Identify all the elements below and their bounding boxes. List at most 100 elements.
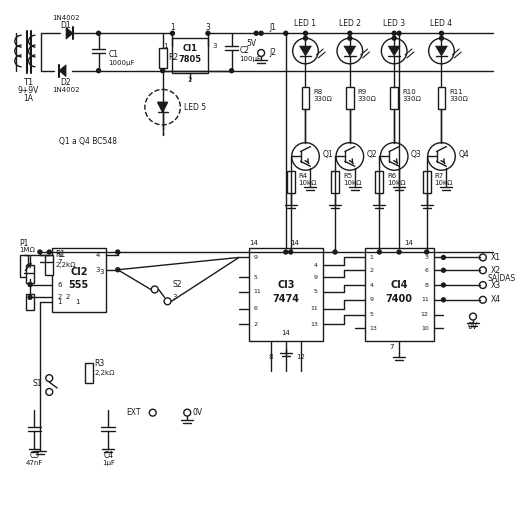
Text: CI2: CI2 — [70, 267, 87, 277]
Text: 3: 3 — [213, 43, 217, 49]
Circle shape — [392, 36, 396, 40]
Circle shape — [441, 283, 446, 287]
Circle shape — [441, 298, 446, 302]
Bar — [85, 364, 93, 383]
Text: J2: J2 — [269, 49, 276, 57]
Circle shape — [392, 31, 396, 35]
Text: LED 2: LED 2 — [339, 19, 361, 28]
Text: R8
330Ω: R8 330Ω — [314, 89, 332, 102]
Text: X2: X2 — [491, 266, 501, 275]
Text: C1: C1 — [108, 50, 119, 59]
Bar — [423, 171, 431, 193]
Circle shape — [289, 250, 293, 254]
Text: 3: 3 — [173, 295, 177, 300]
Circle shape — [439, 31, 444, 35]
Text: LED 3: LED 3 — [383, 19, 405, 28]
Text: 7: 7 — [389, 344, 394, 350]
Circle shape — [284, 250, 288, 254]
Text: 6: 6 — [425, 268, 428, 273]
Text: Q2: Q2 — [367, 150, 377, 159]
Text: LED 5: LED 5 — [184, 102, 206, 112]
Text: Q3: Q3 — [411, 150, 422, 159]
Text: 0V: 0V — [468, 322, 478, 331]
Text: X3: X3 — [491, 280, 501, 289]
Bar — [51, 247, 106, 312]
Text: 1: 1 — [163, 43, 167, 49]
Bar — [159, 48, 166, 68]
Text: C4: C4 — [103, 451, 113, 459]
Text: 555: 555 — [69, 279, 89, 289]
Text: 6: 6 — [58, 281, 62, 287]
Circle shape — [425, 250, 428, 254]
Polygon shape — [344, 46, 356, 56]
Circle shape — [441, 256, 446, 260]
Text: 8: 8 — [58, 252, 62, 259]
Polygon shape — [158, 102, 167, 112]
Bar — [375, 171, 383, 193]
Text: R11
330Ω: R11 330Ω — [449, 89, 468, 102]
Circle shape — [441, 268, 446, 272]
Text: 3: 3 — [425, 255, 428, 260]
Text: 14: 14 — [291, 240, 300, 246]
Text: 2,2kΩ: 2,2kΩ — [95, 370, 115, 376]
Circle shape — [97, 31, 100, 35]
Text: J1: J1 — [269, 23, 276, 32]
Text: 3: 3 — [100, 269, 104, 275]
Text: X4: X4 — [491, 295, 501, 304]
Bar — [287, 171, 295, 193]
Text: 2: 2 — [370, 268, 373, 273]
Bar — [437, 87, 446, 109]
Text: R3: R3 — [95, 359, 105, 368]
Text: 7474: 7474 — [272, 295, 300, 304]
Text: 9: 9 — [370, 297, 373, 302]
Text: R10
330Ω: R10 330Ω — [402, 89, 421, 102]
Text: 5: 5 — [254, 275, 257, 280]
Circle shape — [28, 296, 32, 299]
Text: 14: 14 — [249, 240, 258, 246]
Circle shape — [304, 36, 307, 40]
Polygon shape — [300, 46, 311, 56]
Text: 1: 1 — [75, 299, 80, 305]
Bar — [302, 87, 309, 109]
Polygon shape — [66, 27, 73, 39]
Text: 2: 2 — [66, 295, 70, 300]
Text: 6: 6 — [254, 306, 257, 311]
Text: 13: 13 — [370, 326, 378, 331]
Circle shape — [116, 250, 120, 254]
Text: 3: 3 — [205, 23, 211, 32]
Text: EXT: EXT — [126, 408, 141, 417]
Circle shape — [333, 250, 337, 254]
Circle shape — [161, 69, 164, 73]
Text: 11: 11 — [310, 306, 318, 311]
Bar — [346, 87, 354, 109]
Text: 1: 1 — [58, 299, 62, 305]
Circle shape — [348, 31, 352, 35]
Text: 2: 2 — [188, 77, 192, 83]
Bar — [45, 255, 53, 275]
Text: 7805: 7805 — [179, 55, 202, 64]
Text: 11: 11 — [421, 297, 428, 302]
Text: SAÍDAS: SAÍDAS — [488, 274, 516, 283]
Polygon shape — [436, 46, 447, 56]
Text: CI4: CI4 — [391, 279, 408, 289]
Text: S1: S1 — [33, 379, 42, 387]
Text: T1: T1 — [23, 78, 34, 87]
Text: Q4: Q4 — [458, 150, 469, 159]
Text: 14: 14 — [281, 331, 290, 336]
Text: C3: C3 — [30, 451, 40, 459]
Bar — [249, 247, 323, 341]
Text: 5: 5 — [370, 312, 373, 317]
Text: 100μF: 100μF — [240, 56, 262, 62]
Circle shape — [28, 282, 32, 286]
Polygon shape — [388, 46, 400, 56]
Text: S2: S2 — [173, 280, 182, 289]
Text: 10: 10 — [421, 326, 428, 331]
Text: 47nF: 47nF — [26, 460, 43, 466]
Bar — [26, 265, 34, 283]
Polygon shape — [59, 65, 66, 77]
Text: 12: 12 — [421, 312, 428, 317]
Circle shape — [284, 31, 288, 35]
Text: R4
10kΩ: R4 10kΩ — [298, 172, 317, 186]
Text: CI1: CI1 — [183, 44, 198, 53]
Text: 13: 13 — [310, 322, 318, 327]
